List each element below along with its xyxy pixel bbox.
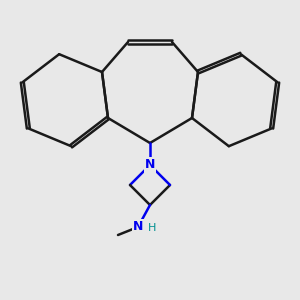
Text: N: N <box>133 220 143 233</box>
Text: N: N <box>145 158 155 172</box>
Text: H: H <box>148 223 156 233</box>
